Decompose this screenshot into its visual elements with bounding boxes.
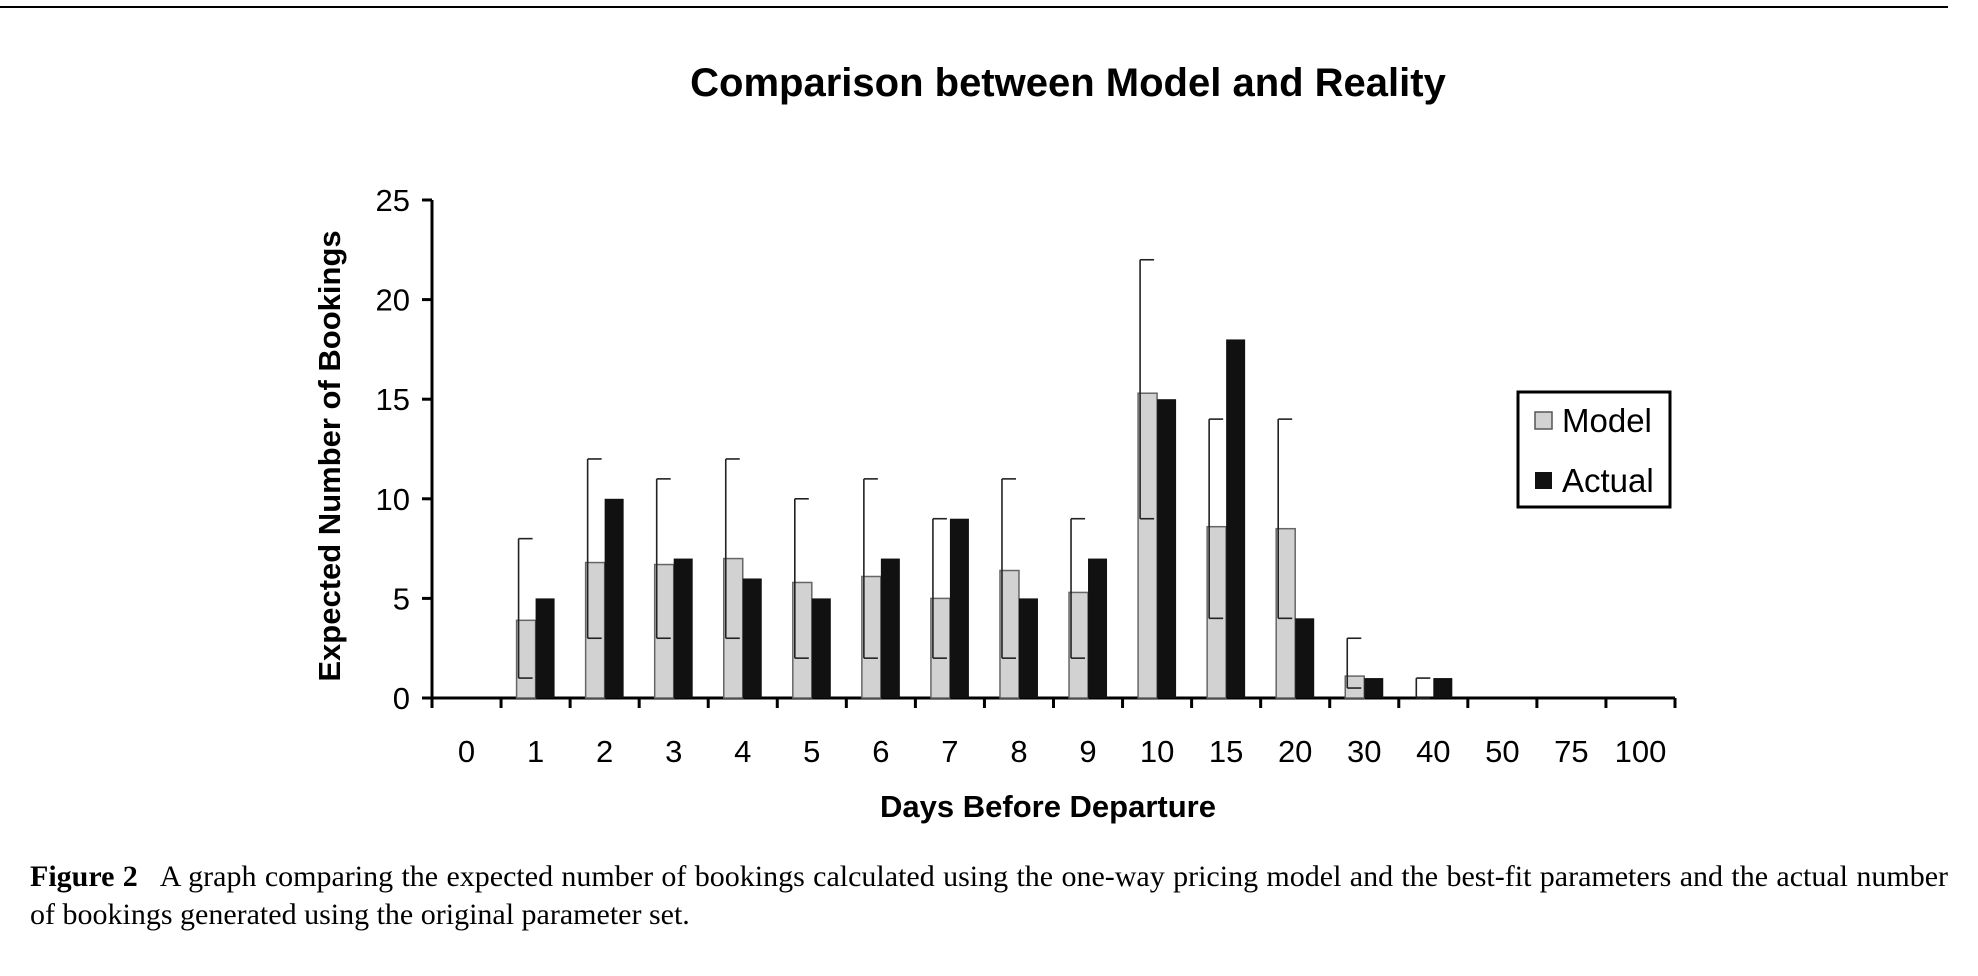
actual-bar	[880, 558, 900, 698]
model-bar	[1068, 591, 1089, 699]
y-tick-label: 5	[393, 581, 410, 616]
model-bar	[792, 581, 813, 699]
actual-bar	[1157, 399, 1177, 698]
bar-chart: Comparison between Model and Reality 0 1 2…	[312, 61, 1677, 824]
actual-bar	[1018, 598, 1038, 698]
actual-bar	[1295, 618, 1315, 698]
x-tick-label: 7	[941, 734, 958, 769]
y-tick-label: 20	[376, 283, 410, 318]
legend-actual-label: Actual	[1562, 462, 1654, 499]
x-tick-label: 20	[1278, 734, 1312, 769]
y-tick-label: 15	[376, 382, 410, 417]
y-tick-label: 10	[376, 482, 410, 517]
actual-bar	[1088, 558, 1108, 698]
x-tick-label: 75	[1554, 734, 1588, 769]
caption-text: A graph comparing the expected number of…	[30, 860, 1949, 931]
x-tick-label: 15	[1209, 734, 1243, 769]
chart-error-bars	[517, 258, 1431, 699]
actual-bar	[535, 598, 555, 698]
model-bar	[930, 597, 951, 699]
x-tick-label: 10	[1140, 734, 1174, 769]
x-tick-label: 1	[527, 734, 544, 769]
x-tick-label: 6	[872, 734, 889, 769]
caption-label: Figure 2	[30, 860, 138, 893]
actual-bar	[949, 518, 969, 698]
x-tick-label: 2	[596, 734, 613, 769]
actual-bar	[1226, 339, 1246, 698]
y-tick-label: 25	[376, 183, 410, 218]
model-bar	[861, 575, 882, 699]
actual-bar	[811, 598, 831, 698]
top-rule	[0, 6, 1948, 8]
x-tick-label: 8	[1010, 734, 1027, 769]
actual-bar	[742, 578, 762, 698]
x-tick-label: 5	[803, 734, 820, 769]
chart-bars	[515, 339, 1453, 699]
model-bar	[515, 619, 537, 699]
model-bar	[1275, 527, 1296, 699]
x-tick-label: 3	[665, 734, 682, 769]
model-bar	[999, 569, 1020, 699]
y-axis-label: Expected Number of Bookings	[312, 230, 347, 681]
model-bar	[1137, 392, 1158, 699]
x-tick-label: 40	[1416, 734, 1450, 769]
actual-bar	[673, 558, 693, 698]
x-tick-label: 0	[458, 734, 475, 769]
x-tick-label: 4	[734, 734, 751, 769]
model-bar	[584, 561, 606, 699]
model-bar	[1206, 525, 1227, 699]
model-bar	[723, 557, 744, 699]
x-tick-labels: 0 1 2 3 4 5 6 7 8 9 10 15 20 30 40 50 75 100	[458, 734, 1666, 769]
actual-bar	[1364, 678, 1384, 698]
x-tick-label: 50	[1485, 734, 1519, 769]
legend-actual-swatch	[1535, 472, 1552, 489]
x-tick-label: 30	[1347, 734, 1381, 769]
y-tick-label: 0	[393, 681, 410, 716]
legend: Model Actual	[1516, 390, 1672, 509]
x-tick-label: 100	[1615, 734, 1667, 769]
x-axis-label: Days Before Departure	[880, 789, 1216, 824]
actual-bar	[1433, 678, 1453, 698]
x-tick-label: 9	[1079, 734, 1096, 769]
model-bar	[653, 563, 675, 699]
legend-model-label: Model	[1562, 402, 1652, 439]
chart-title: Comparison between Model and Reality	[690, 61, 1446, 105]
legend-model-swatch	[1534, 411, 1553, 430]
model-bar	[1344, 675, 1365, 699]
actual-bar	[604, 498, 624, 698]
chart-axes	[422, 198, 1677, 708]
y-tick-labels: 0 5 10 15 20 25	[376, 183, 410, 716]
